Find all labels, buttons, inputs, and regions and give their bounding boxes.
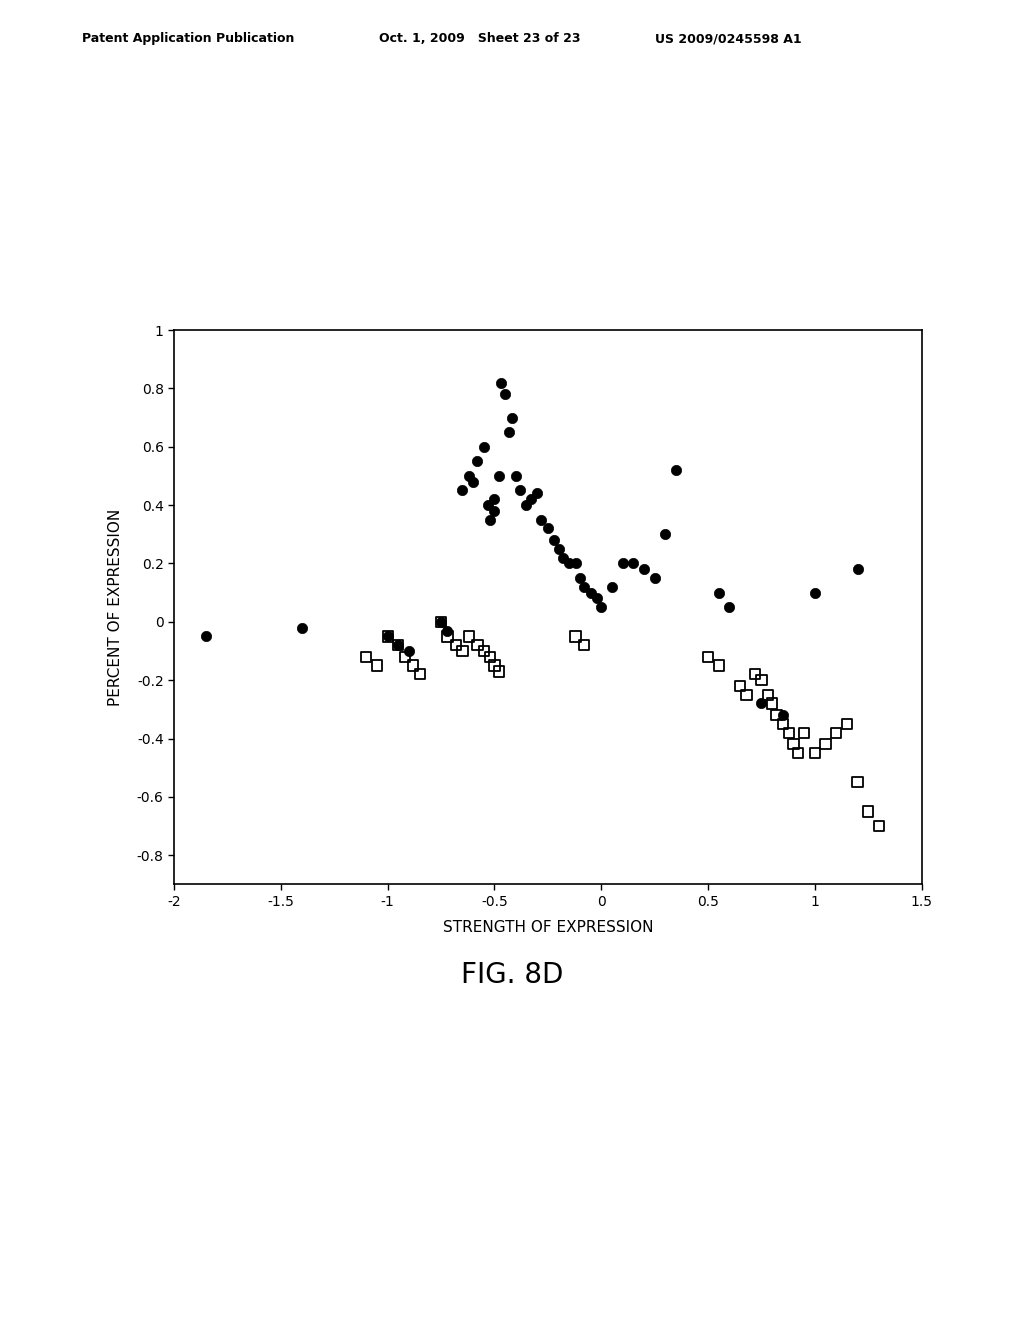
Point [529, 483, 546, 504]
X-axis label: STRENGTH OF EXPRESSION: STRENGTH OF EXPRESSION [442, 920, 653, 935]
Point [480, 495, 497, 516]
Point [550, 539, 566, 560]
Point [490, 466, 507, 487]
Point [785, 734, 802, 755]
Point [447, 635, 464, 656]
Point [294, 616, 310, 638]
Point [380, 626, 396, 647]
Point [433, 611, 450, 632]
Point [754, 693, 770, 714]
Point [469, 635, 485, 656]
Point [870, 816, 887, 837]
Point [540, 517, 556, 539]
Point [469, 450, 485, 471]
Point [461, 466, 477, 487]
Point [781, 722, 798, 743]
Point [746, 664, 763, 685]
Point [412, 664, 428, 685]
Point [433, 611, 450, 632]
Point [790, 743, 806, 764]
Point [400, 640, 417, 661]
Point [768, 705, 784, 726]
Point [614, 553, 631, 574]
Point [486, 488, 503, 510]
Y-axis label: PERCENT OF EXPRESSION: PERCENT OF EXPRESSION [108, 508, 123, 706]
Point [390, 635, 407, 656]
Text: Oct. 1, 2009   Sheet 23 of 23: Oct. 1, 2009 Sheet 23 of 23 [379, 32, 581, 45]
Point [721, 597, 737, 618]
Point [522, 488, 539, 510]
Point [508, 466, 524, 487]
Point [646, 568, 663, 589]
Point [439, 626, 456, 647]
Point [711, 582, 727, 603]
Point [406, 655, 422, 676]
Point [482, 647, 499, 668]
Point [369, 655, 385, 676]
Point [732, 676, 749, 697]
Point [380, 626, 396, 647]
Point [764, 693, 780, 714]
Point [575, 577, 592, 598]
Point [486, 500, 503, 521]
Point [546, 529, 562, 550]
Point [699, 647, 716, 668]
Point [475, 436, 492, 457]
Point [358, 647, 375, 668]
Point [849, 558, 865, 579]
Point [774, 705, 791, 726]
Point [668, 459, 684, 480]
Point [589, 587, 605, 609]
Point [625, 553, 641, 574]
Point [839, 713, 855, 734]
Point [571, 568, 588, 589]
Point [396, 647, 413, 668]
Point [561, 553, 578, 574]
Point [439, 620, 456, 642]
Point [512, 480, 528, 502]
Point [198, 626, 214, 647]
Text: Patent Application Publication: Patent Application Publication [82, 32, 294, 45]
Point [738, 684, 755, 705]
Point [486, 655, 503, 676]
Point [575, 635, 592, 656]
Point [455, 480, 471, 502]
Point [567, 553, 584, 574]
Point [504, 407, 520, 428]
Point [493, 372, 509, 393]
Text: FIG. 8D: FIG. 8D [461, 961, 563, 990]
Text: US 2009/0245598 A1: US 2009/0245598 A1 [655, 32, 802, 45]
Point [518, 495, 535, 516]
Point [807, 743, 823, 764]
Point [860, 801, 877, 822]
Point [555, 546, 571, 568]
Point [501, 421, 517, 442]
Point [604, 577, 621, 598]
Point [796, 722, 812, 743]
Point [461, 626, 477, 647]
Point [754, 669, 770, 690]
Point [636, 558, 652, 579]
Point [390, 635, 407, 656]
Point [760, 684, 776, 705]
Point [583, 582, 599, 603]
Point [828, 722, 845, 743]
Point [497, 384, 513, 405]
Point [817, 734, 834, 755]
Point [849, 772, 865, 793]
Point [567, 626, 584, 647]
Point [807, 582, 823, 603]
Point [774, 713, 791, 734]
Point [711, 655, 727, 676]
Point [482, 510, 499, 531]
Point [465, 471, 481, 492]
Point [593, 597, 609, 618]
Point [455, 640, 471, 661]
Point [490, 661, 507, 682]
Point [534, 510, 550, 531]
Point [657, 524, 674, 545]
Point [475, 640, 492, 661]
